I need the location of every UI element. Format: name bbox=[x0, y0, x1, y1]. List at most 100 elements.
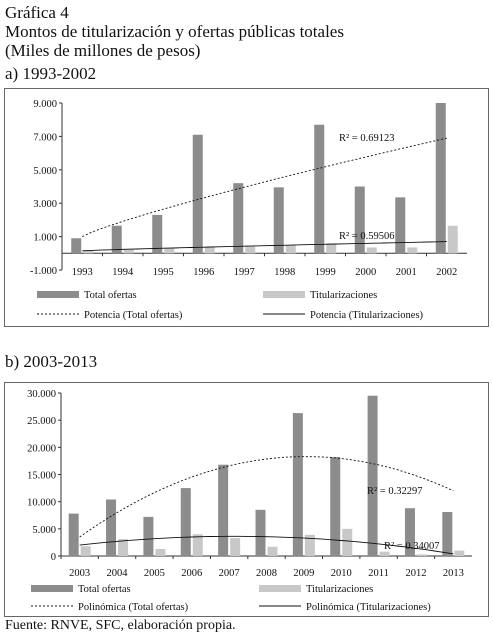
chart-b-bar-total-ofertas bbox=[292, 413, 303, 556]
chart-a-bar-total-ofertas bbox=[273, 187, 284, 254]
chart-a-bar-titularizaciones bbox=[123, 249, 134, 254]
chart-a-x-tick-label: 2002 bbox=[436, 267, 457, 278]
chart-a-x-tick-label: 1997 bbox=[234, 267, 255, 278]
chart-b-x-tick-label: 2012 bbox=[405, 568, 426, 579]
chart-b-bar-titularizaciones bbox=[155, 548, 166, 556]
chart-b-y-tick-label: 0 bbox=[51, 552, 56, 563]
chart-a-legend-swatch-total bbox=[37, 291, 79, 298]
chart-a-bar-total-ofertas bbox=[354, 186, 365, 254]
source-note: Fuente: RNVE, SFC, elaboración propia. bbox=[5, 618, 236, 633]
chart-b-x-tick-label: 2004 bbox=[107, 568, 129, 579]
chart-b-bar-total-ofertas bbox=[404, 508, 415, 556]
chart-b-y-tick-label: 15.000 bbox=[27, 471, 56, 482]
chart-b-legend-label-titul: Titularizaciones bbox=[306, 584, 373, 595]
chart-b-r2-label: R² = 0.34007 bbox=[384, 541, 439, 552]
chart-b-legend-label-trend-total: Polinómica (Total ofertas) bbox=[78, 602, 189, 613]
chart-a: -1.000 1.000 3.000 5.000 7.000 9.000 1993 1994 1… bbox=[30, 99, 467, 321]
chart-b-legend-swatch-titul bbox=[259, 585, 301, 592]
chart-b-x-tick-label: 2009 bbox=[293, 568, 314, 579]
chart-b-bar-total-ofertas bbox=[68, 513, 79, 556]
chart-b-bar-total-ofertas bbox=[180, 488, 191, 556]
chart-a-legend-label-total: Total ofertas bbox=[84, 290, 137, 301]
chart-a-bar-titularizaciones bbox=[285, 244, 296, 254]
chart-b-y-tick-label: 10.000 bbox=[27, 498, 56, 509]
chart-b-x-tick-label: 2007 bbox=[219, 568, 240, 579]
chart-b-legend-label-trend-titul: Polinómica (Titularizaciones) bbox=[306, 602, 431, 613]
chart-a-bar-titularizaciones bbox=[164, 248, 175, 254]
chart-b-bar-titularizaciones bbox=[192, 534, 203, 556]
chart-a-bar-titularizaciones bbox=[204, 246, 215, 254]
chart-a-x-tick-label: 1994 bbox=[112, 267, 134, 278]
chart-a-y-tick-label: 9.000 bbox=[33, 99, 57, 110]
chart-b-trend-titularizaciones bbox=[79, 535, 454, 555]
chart-a-x-tick-label: 1993 bbox=[72, 267, 93, 278]
chart-a-x-tick-label: 1996 bbox=[193, 267, 214, 278]
chart-a-bar-titularizaciones bbox=[407, 247, 418, 254]
chart-a-bar-total-ofertas bbox=[111, 225, 122, 254]
chart-a-bar-total-ofertas bbox=[314, 124, 325, 254]
chart-a-x-tick-label: 2001 bbox=[396, 267, 417, 278]
chart-a-legend-swatch-titul bbox=[263, 291, 305, 298]
chart-a-y-tick-label: 3.000 bbox=[33, 199, 57, 210]
chart-a-y-tick-label: -1.000 bbox=[30, 266, 57, 277]
chart-a-bar-titularizaciones bbox=[245, 246, 256, 254]
chart-b: 0 5.000 10.000 15.000 20.000 25.000 30.000 2003… bbox=[27, 389, 472, 613]
chart-b-legend-label-total: Total ofertas bbox=[78, 584, 131, 595]
chart-a-r2-label: R² = 0.69123 bbox=[339, 133, 394, 144]
chart-a-title: a) 1993-2002 bbox=[5, 64, 97, 83]
chart-a-legend-label-titul: Titularizaciones bbox=[310, 290, 377, 301]
chart-b-y-tick-label: 20.000 bbox=[27, 443, 56, 454]
chart-a-y-tick-label: 1.000 bbox=[33, 233, 57, 244]
chart-b-y-tick-label: 25.000 bbox=[27, 416, 56, 427]
chart-b-bar-titularizaciones bbox=[342, 528, 353, 556]
chart-b-bar-total-ofertas bbox=[106, 499, 117, 556]
chart-a-legend-label-trend-titul: Potencia (Titularizaciones) bbox=[310, 310, 424, 321]
chart-a-bar-titularizaciones bbox=[447, 225, 458, 254]
chart-a-bar-titularizaciones bbox=[83, 250, 94, 254]
chart-b-x-tick-label: 2011 bbox=[368, 568, 389, 579]
chart-b-trend-total-ofertas bbox=[79, 456, 454, 538]
chart-b-x-tick-label: 2006 bbox=[181, 568, 202, 579]
chart-b-x-tick-label: 2013 bbox=[443, 568, 464, 579]
chart-b-bar-titularizaciones bbox=[230, 538, 241, 556]
chart-b-bar-total-ofertas bbox=[367, 395, 378, 556]
chart-b-frame: 0 5.000 10.000 15.000 20.000 25.000 30.000 2003… bbox=[4, 382, 489, 617]
chart-b-x-tick-label: 2008 bbox=[256, 568, 277, 579]
chart-a-frame: -1.000 1.000 3.000 5.000 7.000 9.000 1993 1994 1… bbox=[4, 88, 489, 327]
chart-a-bar-total-ofertas bbox=[192, 134, 203, 254]
chart-b-bar-titularizaciones bbox=[379, 551, 390, 556]
chart-b-bar-total-ofertas bbox=[330, 457, 341, 556]
chart-a-x-tick-label: 1999 bbox=[315, 267, 336, 278]
chart-b-bar-titularizaciones bbox=[267, 546, 278, 556]
chart-a-bar-total-ofertas bbox=[435, 103, 446, 254]
chart-b-bar-total-ofertas bbox=[143, 516, 154, 556]
chart-a-y-tick-label: 5.000 bbox=[33, 166, 57, 177]
chart-a-bar-total-ofertas bbox=[71, 238, 82, 254]
chart-b-bar-total-ofertas bbox=[218, 464, 229, 556]
chart-a-bar-titularizaciones bbox=[366, 247, 377, 254]
chart-a-bar-total-ofertas bbox=[233, 183, 244, 254]
chart-a-trend-total-ofertas bbox=[82, 137, 447, 238]
chart-b-y-tick-label: 5.000 bbox=[32, 525, 56, 536]
chart-a-r2-label: R² = 0.59506 bbox=[339, 231, 394, 242]
chart-b-bar-titularizaciones bbox=[416, 554, 427, 556]
chart-a-x-tick-label: 1998 bbox=[274, 267, 295, 278]
figure-units: (Miles de millones de pesos) bbox=[5, 41, 201, 60]
chart-b-x-tick-label: 2005 bbox=[144, 568, 165, 579]
chart-a-bar-total-ofertas bbox=[152, 214, 163, 254]
figure-number: Gráfica 4 bbox=[5, 3, 69, 22]
chart-b-y-tick-label: 30.000 bbox=[27, 389, 56, 400]
chart-b-bar-total-ofertas bbox=[442, 511, 453, 556]
chart-b-bar-titularizaciones bbox=[454, 550, 465, 556]
chart-b-legend-swatch-total bbox=[31, 585, 73, 592]
chart-b-bar-titularizaciones bbox=[304, 534, 315, 556]
chart-a-legend-label-trend-total: Potencia (Total ofertas) bbox=[84, 310, 183, 321]
chart-b-bar-titularizaciones bbox=[118, 539, 129, 556]
figure-title: Montos de titularización y ofertas públi… bbox=[5, 22, 344, 41]
chart-b-x-tick-label: 2010 bbox=[331, 568, 352, 579]
chart-a-y-tick-label: 7.000 bbox=[33, 132, 57, 143]
chart-a-x-tick-label: 1995 bbox=[153, 267, 174, 278]
chart-b-x-tick-label: 2003 bbox=[69, 568, 90, 579]
chart-a-x-tick-label: 2000 bbox=[355, 267, 376, 278]
chart-b-bar-titularizaciones bbox=[80, 546, 91, 556]
